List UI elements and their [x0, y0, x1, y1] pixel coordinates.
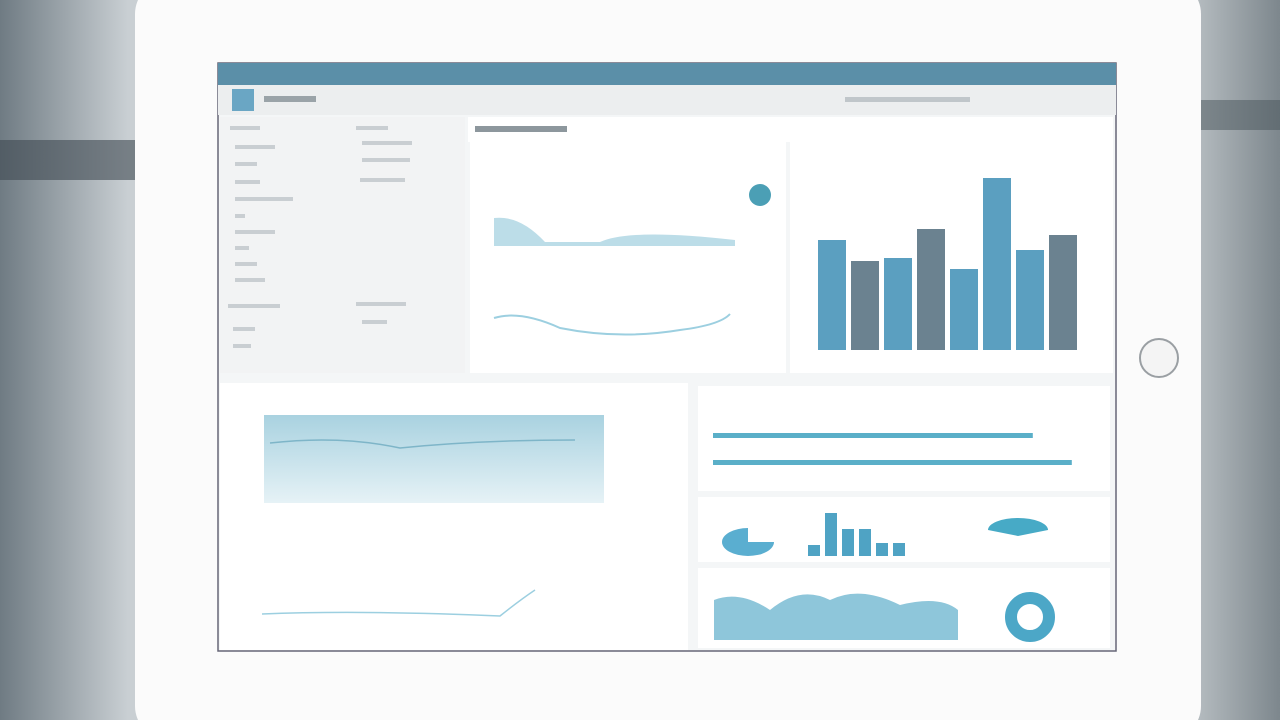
bar [859, 529, 871, 556]
bar [983, 178, 1011, 350]
bar [851, 261, 879, 350]
app-name [264, 96, 316, 102]
line-chart [269, 439, 576, 449]
area-chart [494, 217, 735, 246]
app-icon[interactable] [232, 89, 254, 111]
bar [1049, 235, 1077, 350]
section-header [468, 117, 1113, 142]
bar [876, 543, 888, 556]
bar [808, 545, 820, 556]
sidebar-items [228, 126, 412, 348]
hbar-panel [698, 386, 1110, 491]
pie-chart [988, 518, 1048, 536]
background-shape [1200, 100, 1280, 130]
line-chart [493, 313, 731, 336]
hbar [713, 433, 1033, 438]
donut-chart [1005, 592, 1055, 642]
bar [950, 269, 978, 350]
section-title [475, 126, 567, 132]
bar [1016, 250, 1044, 350]
pie-chart [722, 528, 774, 556]
header-bar [218, 63, 1116, 85]
toolbar [218, 85, 1116, 115]
hbar [713, 460, 1072, 465]
bar [884, 258, 912, 350]
sidebar [220, 117, 465, 373]
home-button[interactable] [1139, 338, 1179, 378]
area-chart [714, 593, 958, 640]
bar [893, 543, 905, 556]
line-chart [261, 589, 536, 617]
indicator [749, 184, 771, 206]
bar [825, 513, 837, 556]
panel [470, 142, 786, 373]
bar [917, 229, 945, 350]
background-shape [0, 140, 135, 180]
area-chart [264, 415, 604, 503]
bar [818, 240, 846, 350]
bar [842, 529, 854, 556]
search[interactable] [845, 97, 970, 102]
